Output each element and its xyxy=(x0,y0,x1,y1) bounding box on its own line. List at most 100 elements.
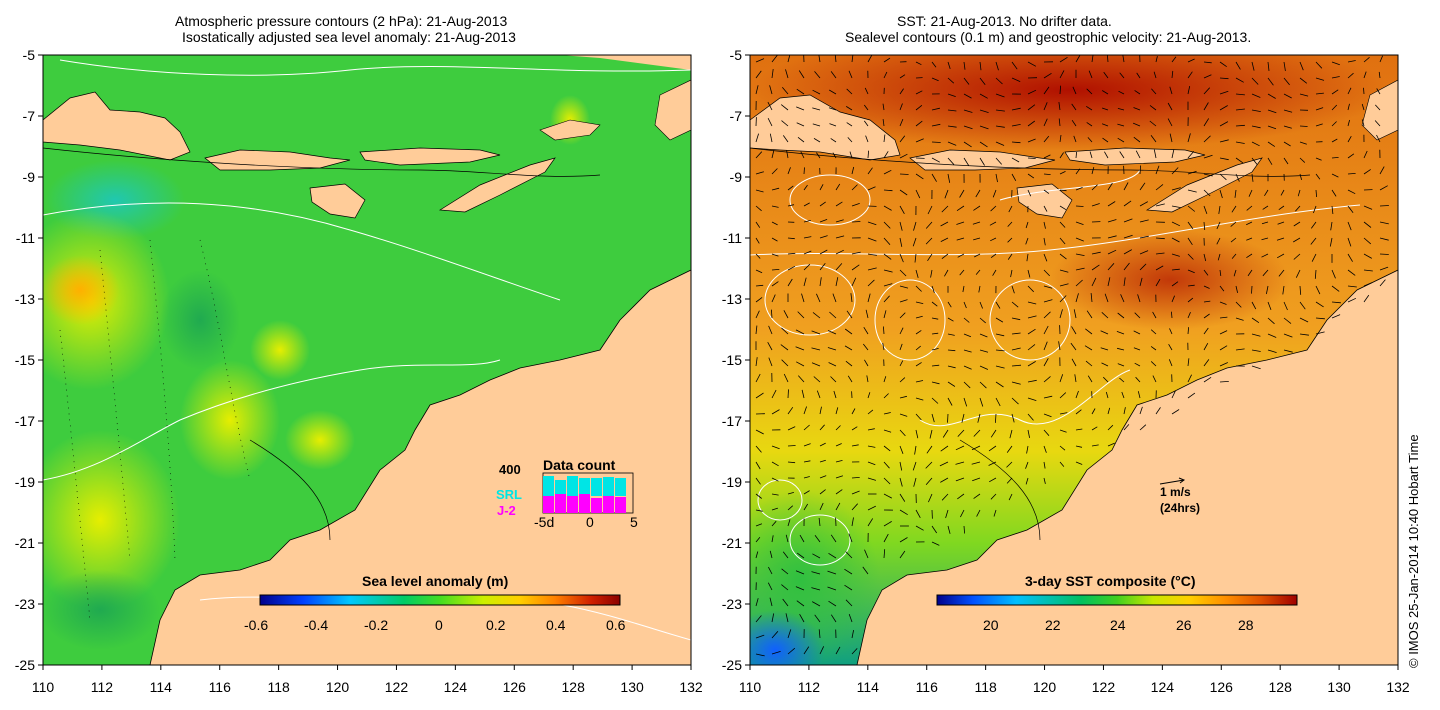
velocity-arrow xyxy=(1251,77,1259,85)
velocity-arrow xyxy=(1251,141,1260,147)
velocity-arrow xyxy=(1235,285,1238,293)
velocity-arrow xyxy=(1119,377,1125,383)
x-axis-tick-label: 132 xyxy=(679,679,703,695)
velocity-arrow xyxy=(899,153,908,159)
land-australia xyxy=(149,269,691,665)
velocity-arrow xyxy=(1059,461,1065,467)
velocity-arrow xyxy=(1043,477,1046,484)
velocity-arrow xyxy=(1219,121,1229,127)
velocity-arrow xyxy=(1251,365,1261,370)
velocity-arrow xyxy=(959,189,965,198)
bathymetry-contour xyxy=(750,147,1311,541)
velocity-arrow xyxy=(1075,237,1084,242)
y-axis-tick-label: -13 xyxy=(722,291,742,307)
data-count-bar-j2 xyxy=(543,496,554,513)
velocity-arrow xyxy=(1171,253,1180,257)
velocity-arrow xyxy=(1262,269,1269,277)
velocity-arrow xyxy=(1026,445,1029,454)
velocity-arrow xyxy=(979,77,986,86)
velocity-arrow xyxy=(1299,61,1304,71)
velocity-arrow xyxy=(755,284,764,287)
velocity-arrow xyxy=(867,461,876,466)
velocity-arrow xyxy=(1150,329,1157,335)
velocity-arrow xyxy=(819,646,825,655)
velocity-arrow xyxy=(1107,442,1115,447)
data-count-bar-srl xyxy=(555,480,566,496)
velocity-arrow xyxy=(1043,86,1050,95)
velocity-arrow xyxy=(1219,316,1228,319)
y-axis-tick-label: -15 xyxy=(722,352,742,368)
velocity-arrow xyxy=(1058,341,1061,351)
velocity-arrow xyxy=(1139,424,1147,431)
data-count-bar-srl xyxy=(591,478,602,496)
velocity-arrow xyxy=(915,509,921,518)
y-axis-tick-label: -19 xyxy=(15,474,35,490)
velocity-arrow xyxy=(883,533,889,543)
velocity-arrow xyxy=(812,601,821,607)
sla-high-anomaly xyxy=(180,360,280,480)
velocity-arrow xyxy=(1203,118,1210,127)
velocity-arrow xyxy=(830,376,837,383)
velocity-arrow xyxy=(1283,141,1291,147)
velocity-arrow xyxy=(990,237,997,242)
velocity-arrow xyxy=(867,477,877,481)
velocity-arrow xyxy=(1091,264,1100,271)
velocity-arrow xyxy=(1107,249,1117,255)
velocity-arrow xyxy=(1086,122,1093,127)
velocity-arrow xyxy=(926,445,933,454)
velocity-arrow xyxy=(1216,237,1221,245)
velocity-arrow xyxy=(1187,237,1193,246)
velocity-arrow xyxy=(973,237,981,241)
velocity-arrow xyxy=(851,444,859,447)
velocity-arrow xyxy=(829,311,837,319)
velocity-arrow xyxy=(1075,409,1082,415)
velocity-arrow xyxy=(1007,221,1013,227)
velocity-arrow xyxy=(812,107,821,111)
velocity-arrow xyxy=(1011,413,1015,423)
velocity-arrow xyxy=(947,525,951,534)
velocity-arrow xyxy=(1283,109,1293,113)
velocity-arrow xyxy=(883,253,892,260)
velocity-arrow xyxy=(1203,205,1208,215)
velocity-arrow xyxy=(771,150,775,159)
right-map: 1 m/s (24hrs) 3-day SST composite (°C) 2… xyxy=(750,55,1398,665)
velocity-arrow xyxy=(1134,90,1141,95)
velocity-arrow xyxy=(1025,477,1029,485)
velocity-arrow xyxy=(990,205,997,212)
velocity-arrow xyxy=(963,301,967,309)
velocity-arrow xyxy=(847,137,853,143)
velocity-arrow xyxy=(915,269,919,279)
velocity-arrow xyxy=(1171,281,1179,287)
velocity-arrow xyxy=(963,157,970,166)
velocity-arrow xyxy=(947,93,956,97)
velocity-arrow xyxy=(767,582,773,591)
velocity-arrow xyxy=(851,184,858,191)
velocity-arrow xyxy=(827,570,837,575)
sst-colorbar-ramp xyxy=(936,594,1298,606)
velocity-arrow xyxy=(1248,189,1253,197)
velocity-arrow xyxy=(1331,173,1339,178)
velocity-arrow xyxy=(931,381,940,385)
velocity-arrow xyxy=(1235,77,1244,83)
velocity-arrow xyxy=(899,253,904,263)
data-count-bar-srl xyxy=(615,478,626,496)
sla-colorbar: Sea level anomaly (m) -0.6 -0.4 -0.2 0 0… xyxy=(244,573,626,633)
x-axis-tick-label: 120 xyxy=(1033,679,1057,695)
velocity-arrow xyxy=(835,277,839,287)
velocity-arrow xyxy=(899,377,906,383)
velocity-arrow xyxy=(814,535,821,543)
velocity-arrow xyxy=(899,173,909,175)
velocity-arrow xyxy=(1379,266,1389,271)
velocity-arrow xyxy=(1155,56,1158,63)
sst-colorbar: 3-day SST composite (°C) 20 22 24 26 28 xyxy=(936,573,1298,633)
velocity-arrow xyxy=(925,221,933,229)
velocity-arrow xyxy=(1315,301,1324,308)
x-axis-tick-label: 120 xyxy=(326,679,350,695)
velocity-arrow xyxy=(899,135,906,143)
sla-colorbar-tick: 0.2 xyxy=(486,617,506,633)
velocity-arrow xyxy=(1331,301,1341,304)
velocity-arrow xyxy=(942,429,949,438)
velocity-arrow xyxy=(915,525,924,531)
velocity-arrow xyxy=(1027,361,1036,367)
velocity-arrow xyxy=(915,90,923,95)
